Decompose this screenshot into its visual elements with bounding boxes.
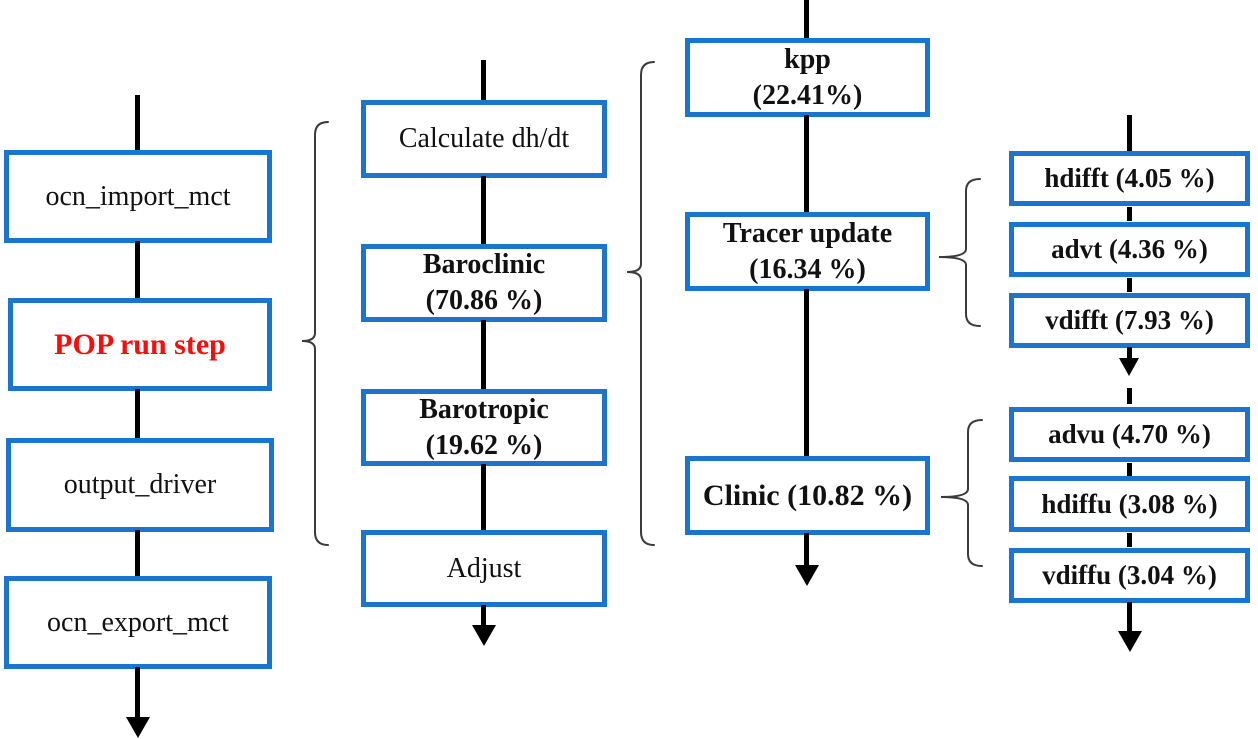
connector-line [135,667,140,718]
connector-line [481,176,486,246]
connector-line [135,530,140,578]
connector-line [1127,602,1132,632]
connector-dash [1127,207,1132,221]
node-label: Calculate dh/dt [398,123,570,154]
connector-line [804,533,809,567]
node-ocn-export-mct: ocn_export_mct [4,576,272,669]
node-hdifft: hdifft (4.05 %) [1009,151,1250,206]
connector-line [804,0,809,41]
node-label: vdifft (7.93 %) [1045,305,1214,335]
connector-line [135,389,140,440]
connector-dash [1127,388,1132,404]
node-percentage: (19.62 %) [425,429,543,461]
connector-dash [1127,533,1132,547]
node-label: kpp [784,43,831,75]
node-percentage: (22.41%) [752,79,863,111]
node-tracer-update: Tracer update (16.34 %) [685,212,930,291]
connector-dash [1127,463,1132,476]
node-vdiffu: vdiffu (3.04 %) [1009,548,1250,603]
connector-dash [1127,278,1132,292]
node-baroclinic: Baroclinic (70.86 %) [361,244,607,322]
arrow-down-icon [1119,358,1139,376]
node-label: ocn_export_mct [47,606,229,638]
brace-clinic-to-substeps [940,419,983,567]
node-label: advu (4.70 %) [1048,419,1211,449]
connector-line [135,241,140,300]
node-clinic: Clinic (10.82 %) [685,456,930,535]
node-label: hdiffu (3.08 %) [1041,488,1218,519]
node-output-driver: output_driver [6,438,274,532]
node-vdifft: vdifft (7.93 %) [1009,293,1250,348]
arrow-down-icon [1118,631,1142,652]
connector-line [804,115,809,214]
connector-line [481,605,486,627]
node-label: Adjust [446,552,522,584]
node-kpp: kpp (22.41%) [685,38,930,117]
connector-line [804,289,809,458]
connector-line [481,320,486,391]
connector-line [135,95,140,152]
node-adjust: Adjust [361,530,607,607]
node-barotropic: Barotropic (19.62 %) [361,389,607,466]
node-percentage: (16.34 %) [749,253,866,285]
connector-line [481,60,486,102]
brace-baroclinic-to-substeps [626,61,655,546]
arrow-down-icon [472,625,496,646]
node-label: ocn_import_mct [45,180,231,212]
node-label: POP run step [54,327,226,361]
arrow-down-icon [795,565,819,586]
node-label: Tracer update [722,217,893,249]
node-label: advt (4.36 %) [1051,234,1208,264]
brace-pop-to-substeps [301,121,329,546]
node-label: Clinic (10.82 %) [702,478,913,512]
node-label: hdifft (4.05 %) [1044,163,1215,193]
node-label: Baroclinic [422,249,546,280]
node-pop-run-step: POP run step [8,298,272,391]
arrow-down-icon [126,717,150,738]
node-label: vdiffu (3.04 %) [1042,560,1217,590]
connector-line [1127,347,1132,359]
node-ocn-import-mct: ocn_import_mct [4,150,272,243]
connector-line [1127,115,1132,153]
node-calculate-dhdt: Calculate dh/dt [361,100,607,178]
connector-line [481,464,486,532]
node-advu: advu (4.70 %) [1009,407,1250,462]
node-label: output_driver [63,469,217,500]
node-advt: advt (4.36 %) [1009,222,1250,277]
node-label: Barotropic [419,393,549,425]
node-hdiffu: hdiffu (3.08 %) [1009,476,1250,532]
brace-tracer-to-substeps [938,178,981,327]
node-percentage: (70.86 %) [425,285,543,316]
